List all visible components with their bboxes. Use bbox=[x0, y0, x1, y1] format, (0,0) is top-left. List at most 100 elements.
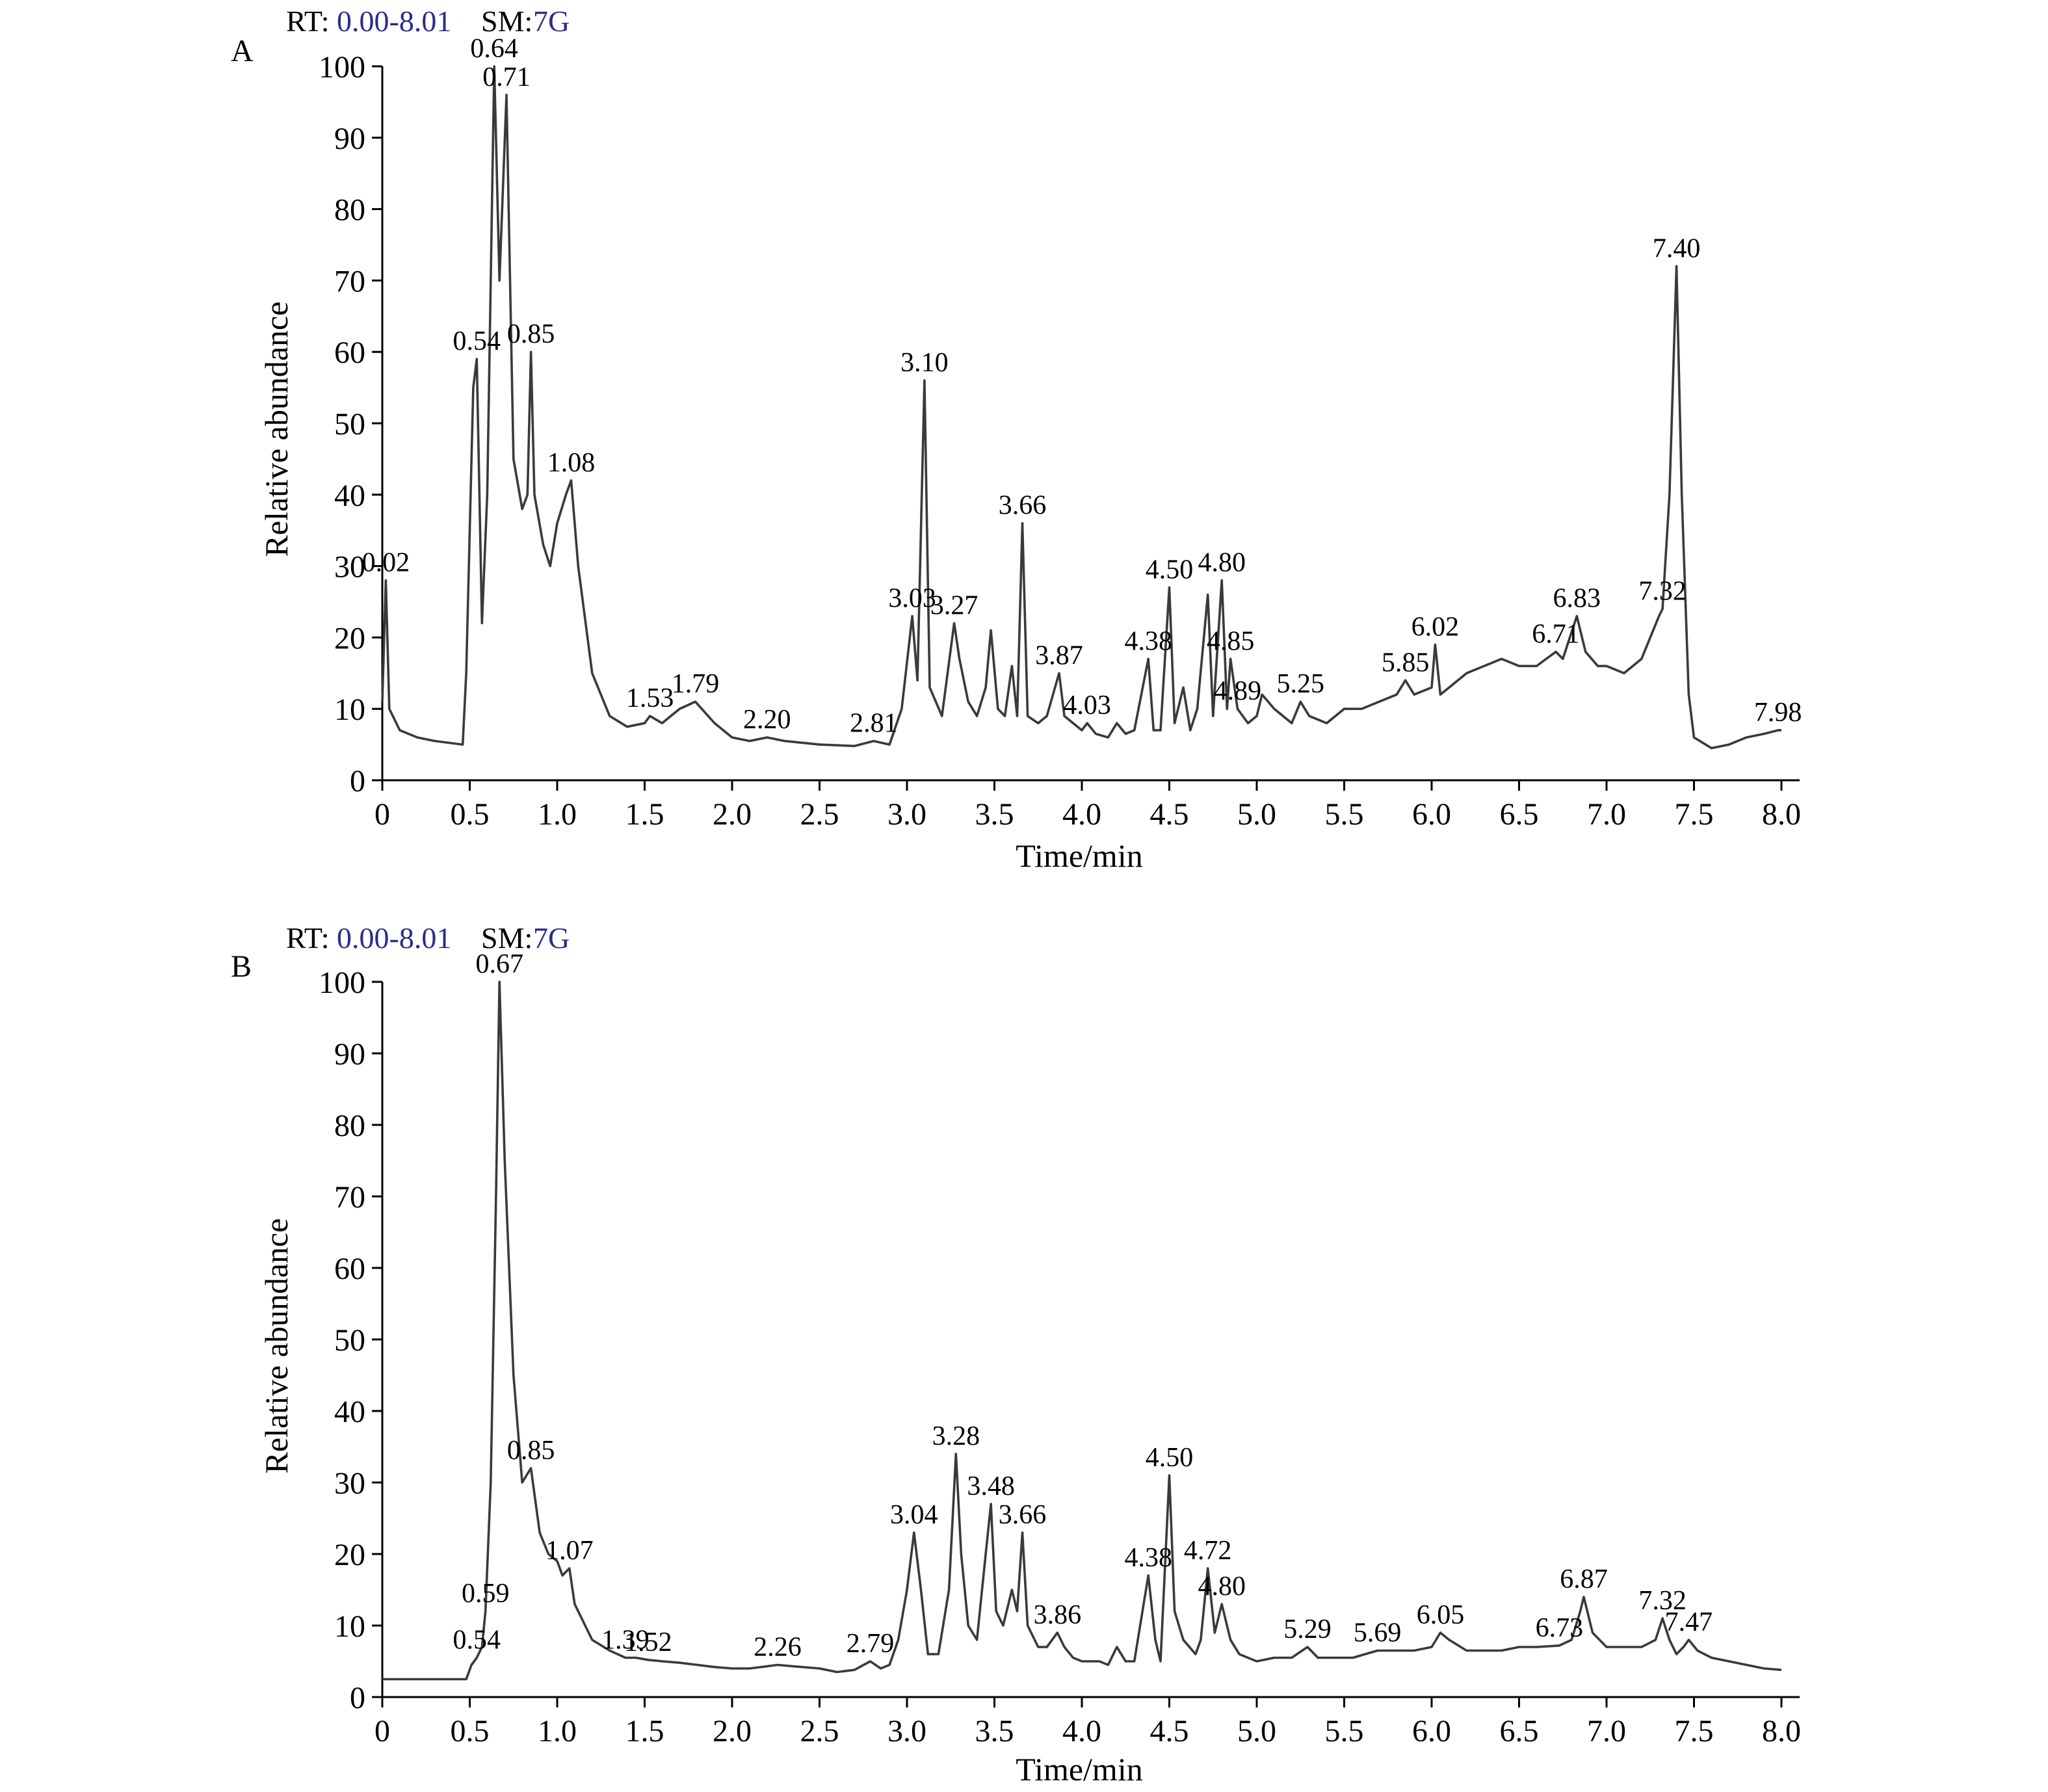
x-tick-label: 6.5 bbox=[1500, 1714, 1539, 1748]
panel-label: A bbox=[231, 34, 254, 68]
peak-label: 0.67 bbox=[475, 949, 523, 979]
x-tick-label: 7.0 bbox=[1587, 797, 1626, 832]
peak-label: 0.64 bbox=[470, 34, 518, 64]
y-tick-label: 40 bbox=[334, 1395, 365, 1429]
peak-label: 3.87 bbox=[1035, 640, 1083, 670]
x-tick-label: 0.5 bbox=[451, 1714, 490, 1748]
x-tick-label: 2.0 bbox=[713, 797, 752, 832]
peak-label: 4.50 bbox=[1146, 1443, 1194, 1473]
x-tick-label: 7.0 bbox=[1587, 1714, 1626, 1748]
x-tick-label: 7.5 bbox=[1675, 1714, 1714, 1748]
header-sm-value: 7G bbox=[533, 921, 570, 955]
peak-annotations: 0.02 0.54 0.640.71 0.85 1.08 1.531.79 2.20 2.81… bbox=[362, 34, 1802, 739]
x-tick-label: 2.5 bbox=[800, 797, 839, 832]
y-tick-label: 20 bbox=[334, 1538, 365, 1572]
peak-label: 3.86 bbox=[1034, 1600, 1082, 1630]
x-tick-label: 4.5 bbox=[1150, 797, 1189, 832]
peak-label: 3.66 bbox=[999, 1500, 1047, 1530]
x-tick-label: 5.0 bbox=[1237, 1714, 1276, 1748]
peak-label: 6.02 bbox=[1411, 612, 1460, 642]
tic-trace-group bbox=[381, 65, 1781, 750]
x-tick-label: 4.0 bbox=[1062, 1714, 1101, 1748]
tic-trace bbox=[382, 981, 1782, 1681]
peak-label: 5.69 bbox=[1354, 1618, 1402, 1648]
header-rt-value: 0.00-8.01 bbox=[337, 921, 451, 955]
peak-label: 7.32 bbox=[1638, 1586, 1687, 1616]
x-tick-label: 3.0 bbox=[887, 797, 926, 832]
peak-label: 4.38 bbox=[1124, 626, 1172, 656]
peak-label: 3.04 bbox=[890, 1500, 938, 1530]
peak-label: 0.85 bbox=[507, 1436, 555, 1466]
peak-label: 3.03 bbox=[888, 583, 936, 613]
peak-label: 6.73 bbox=[1536, 1613, 1584, 1643]
x-tick-label: 0 bbox=[374, 1714, 390, 1748]
peak-label: 4.89 bbox=[1214, 676, 1262, 706]
x-tick-label: 6.0 bbox=[1412, 1714, 1451, 1748]
peak-label: 3.48 bbox=[967, 1471, 1015, 1501]
x-tick-label: 3.0 bbox=[887, 1714, 926, 1748]
peak-label: 5.85 bbox=[1382, 648, 1430, 678]
x-tick-label: 1.0 bbox=[538, 1714, 577, 1748]
axis-ticks: 0 0.5 1.0 1.5 2.0 2.5 3.0 3.5 4.0 4.5 5.0 5.5 6.0 6.5… bbox=[319, 50, 1801, 832]
y-tick-label: 70 bbox=[334, 1180, 365, 1215]
x-axis-label: Time/min bbox=[1016, 1751, 1142, 1787]
peak-label: 4.80 bbox=[1198, 548, 1246, 578]
peak-label: 1.79 bbox=[672, 669, 720, 699]
y-tick-label: 60 bbox=[334, 1252, 365, 1286]
peak-label: 4.03 bbox=[1063, 691, 1111, 720]
y-tick-label: 30 bbox=[334, 550, 365, 585]
peak-label: 2.20 bbox=[743, 705, 791, 735]
y-tick-label: 90 bbox=[334, 122, 365, 156]
peak-label: 1.07 bbox=[545, 1536, 594, 1566]
y-tick-label: 100 bbox=[319, 50, 365, 85]
y-axis-label: Relative abundance bbox=[258, 1219, 295, 1474]
axis-ticks: 0 0.5 1.0 1.5 2.0 2.5 3.0 3.5 4.0 4.5 5.0 5.5 6.0 6.5… bbox=[319, 966, 1801, 1748]
header-sm-key: SM: bbox=[481, 921, 532, 955]
y-tick-label: 0 bbox=[350, 1681, 365, 1715]
peak-label: 0.71 bbox=[482, 62, 531, 92]
y-tick-label: 30 bbox=[334, 1466, 365, 1501]
panel-label: B bbox=[231, 949, 252, 984]
peak-label: 3.10 bbox=[900, 348, 949, 378]
y-tick-label: 60 bbox=[334, 336, 365, 370]
x-tick-label: 1.5 bbox=[625, 1714, 664, 1748]
peak-annotations: 0.54 0.59 0.67 0.85 1.07 1.391.52 2.26 2.79 3.04… bbox=[453, 949, 1713, 1663]
peak-label: 4.80 bbox=[1198, 1572, 1246, 1601]
y-tick-label: 80 bbox=[334, 1109, 365, 1143]
header-rt-key: RT: bbox=[286, 921, 330, 955]
peak-label: 5.29 bbox=[1283, 1614, 1332, 1644]
y-tick-label: 100 bbox=[319, 966, 365, 1000]
x-axis-label: Time/min bbox=[1016, 837, 1142, 874]
chromatogram-panel-a: RT: 0.00-8.01 SM: 7G A Time/min Relative… bbox=[231, 5, 1802, 874]
tic-trace bbox=[381, 65, 1781, 750]
y-tick-label: 50 bbox=[334, 407, 365, 441]
x-tick-label: 4.5 bbox=[1150, 1714, 1189, 1748]
peak-label: 0.85 bbox=[507, 319, 555, 349]
x-tick-label: 1.5 bbox=[625, 797, 664, 832]
y-tick-label: 80 bbox=[334, 193, 365, 228]
peak-label: 7.32 bbox=[1638, 576, 1687, 606]
peak-label: 4.85 bbox=[1207, 626, 1255, 656]
peak-label: 6.05 bbox=[1417, 1600, 1465, 1630]
y-tick-label: 10 bbox=[334, 1609, 365, 1644]
tic-trace-group bbox=[382, 981, 1782, 1681]
peak-label: 2.79 bbox=[847, 1629, 895, 1659]
x-tick-label: 6.0 bbox=[1412, 797, 1451, 832]
peak-label: 7.98 bbox=[1754, 698, 1802, 728]
peak-label: 4.72 bbox=[1184, 1536, 1232, 1566]
x-tick-label: 2.5 bbox=[800, 1714, 839, 1748]
y-tick-label: 70 bbox=[334, 264, 365, 298]
peak-label: 2.81 bbox=[850, 709, 898, 739]
y-tick-label: 0 bbox=[350, 764, 365, 798]
y-axis-label: Relative abundance bbox=[258, 302, 295, 557]
header-sm-value: 7G bbox=[533, 5, 570, 38]
peak-label: 7.47 bbox=[1665, 1607, 1713, 1637]
y-tick-label: 40 bbox=[334, 479, 365, 513]
x-tick-label: 3.5 bbox=[975, 1714, 1014, 1748]
x-tick-label: 5.0 bbox=[1237, 797, 1276, 832]
y-tick-label: 10 bbox=[334, 692, 365, 727]
peak-label: 6.87 bbox=[1560, 1564, 1608, 1594]
peak-label: 2.26 bbox=[754, 1633, 802, 1663]
